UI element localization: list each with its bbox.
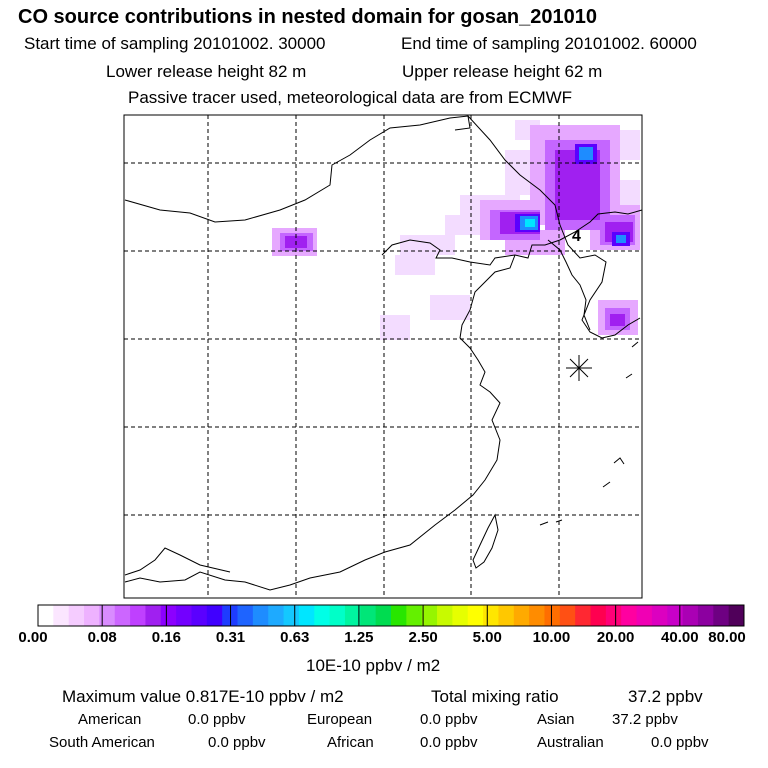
colorbar-cell (421, 605, 438, 626)
colorbar-tick-label: 1.25 (344, 629, 374, 646)
colorbar-unit-label: 10E-10 ppbv / m2 (306, 656, 441, 675)
concentration-field (272, 120, 640, 340)
colorbar-cell (252, 605, 269, 626)
tracer-note: Passive tracer used, meteorological data… (128, 88, 573, 107)
colorbar-cell (483, 605, 499, 626)
colorbar-cell (160, 605, 177, 626)
region-name-african: African (327, 734, 374, 751)
colorbar-tick-label: 0.00 (18, 629, 48, 646)
colorbar-cell (544, 605, 561, 626)
colorbar-cell (298, 605, 315, 626)
region-value-australian: 0.0 ppbv (651, 734, 709, 751)
colorbar-tick-label: 0.08 (87, 629, 117, 646)
colorbar-cell (406, 605, 423, 626)
colorbar-cell (191, 605, 208, 626)
region-value-european: 0.0 ppbv (420, 711, 478, 728)
total-mixing-ratio-value: 37.2 ppbv (628, 687, 703, 706)
colorbar-cell (529, 605, 545, 626)
colorbar-tick-label: 20.00 (596, 629, 635, 646)
colorbar-cell (682, 605, 699, 626)
region-name-australian: Australian (537, 734, 604, 751)
colorbar-tick-label: 0.63 (280, 629, 310, 646)
colorbar-cell (375, 605, 392, 626)
colorbar-tick-label: 10.00 (532, 629, 571, 646)
colorbar-cell (206, 605, 223, 626)
colorbar-cell (667, 605, 684, 626)
start-time-label: Start time of sampling 20101002. 30000 (24, 34, 326, 53)
colorbar-cell (84, 605, 100, 626)
colorbar-tick-label: 5.00 (472, 629, 502, 646)
colorbar (38, 605, 745, 626)
region-marker-label: 4 (572, 228, 581, 245)
colorbar-cell (728, 605, 745, 626)
colorbar-cell (360, 605, 377, 626)
end-time-label: End time of sampling 20101002. 60000 (401, 34, 697, 53)
colorbar-tick-label: 2.50 (408, 629, 438, 646)
colorbar-cell (114, 605, 131, 626)
colorbar-cell (38, 605, 54, 626)
colorbar-cell (575, 605, 592, 626)
colorbar-cell (145, 605, 162, 626)
colorbar-tick-label: 80.00 (708, 629, 746, 646)
region-name-south-american: South American (49, 734, 155, 751)
colorbar-cell (283, 605, 300, 626)
colorbar-cell (697, 605, 714, 626)
colorbar-cell (99, 605, 116, 626)
colorbar-frame (37, 604, 745, 627)
region-value-south-american: 0.0 ppbv (208, 734, 266, 751)
region-name-asian: Asian (537, 711, 575, 728)
colorbar-cell (498, 605, 515, 626)
region-value-asian: 37.2 ppbv (612, 711, 678, 728)
colorbar-cell (176, 605, 192, 626)
colorbar-cell (605, 605, 622, 626)
lower-height-label: Lower release height 82 m (106, 62, 307, 81)
plot-title: CO source contributions in nested domain… (18, 6, 598, 28)
region-value-african: 0.0 ppbv (420, 734, 478, 751)
colorbar-cell (68, 605, 85, 626)
colorbar-cell (237, 605, 254, 626)
colorbar-cell (344, 605, 361, 626)
colorbar-cell (590, 605, 607, 626)
colorbar-cell (467, 605, 484, 626)
colorbar-cell (53, 605, 70, 626)
colorbar-cell (621, 605, 638, 626)
colorbar-cell (391, 605, 407, 626)
colorbar-cell (513, 605, 530, 626)
colorbar-cell (651, 605, 668, 626)
colorbar-cell (452, 605, 469, 626)
colorbar-cell (559, 605, 576, 626)
colorbar-cell (314, 605, 331, 626)
colorbar-cell (130, 605, 146, 626)
coastline (124, 115, 643, 591)
upper-height-label: Upper release height 62 m (402, 62, 603, 81)
colorbar-cell (437, 605, 453, 626)
colorbar-cell (636, 605, 653, 626)
total-mixing-ratio-label: Total mixing ratio (431, 687, 559, 706)
colorbar-tick-label: 40.00 (661, 629, 699, 646)
region-name-american: American (78, 711, 142, 728)
colorbar-tick-label: 0.31 (215, 629, 246, 646)
colorbar-cell (268, 605, 285, 626)
maximum-value-label: Maximum value 0.817E-10 ppbv / m2 (62, 687, 344, 706)
receptor-star-icon (566, 355, 592, 381)
colorbar-tick-label: 0.16 (151, 629, 181, 646)
region-value-american: 0.0 ppbv (188, 711, 246, 728)
map-frame (123, 114, 643, 599)
region-name-european: European (307, 711, 373, 728)
colorbar-cell (329, 605, 346, 626)
lat-lon-grid (124, 115, 642, 598)
colorbar-cell (713, 605, 730, 626)
